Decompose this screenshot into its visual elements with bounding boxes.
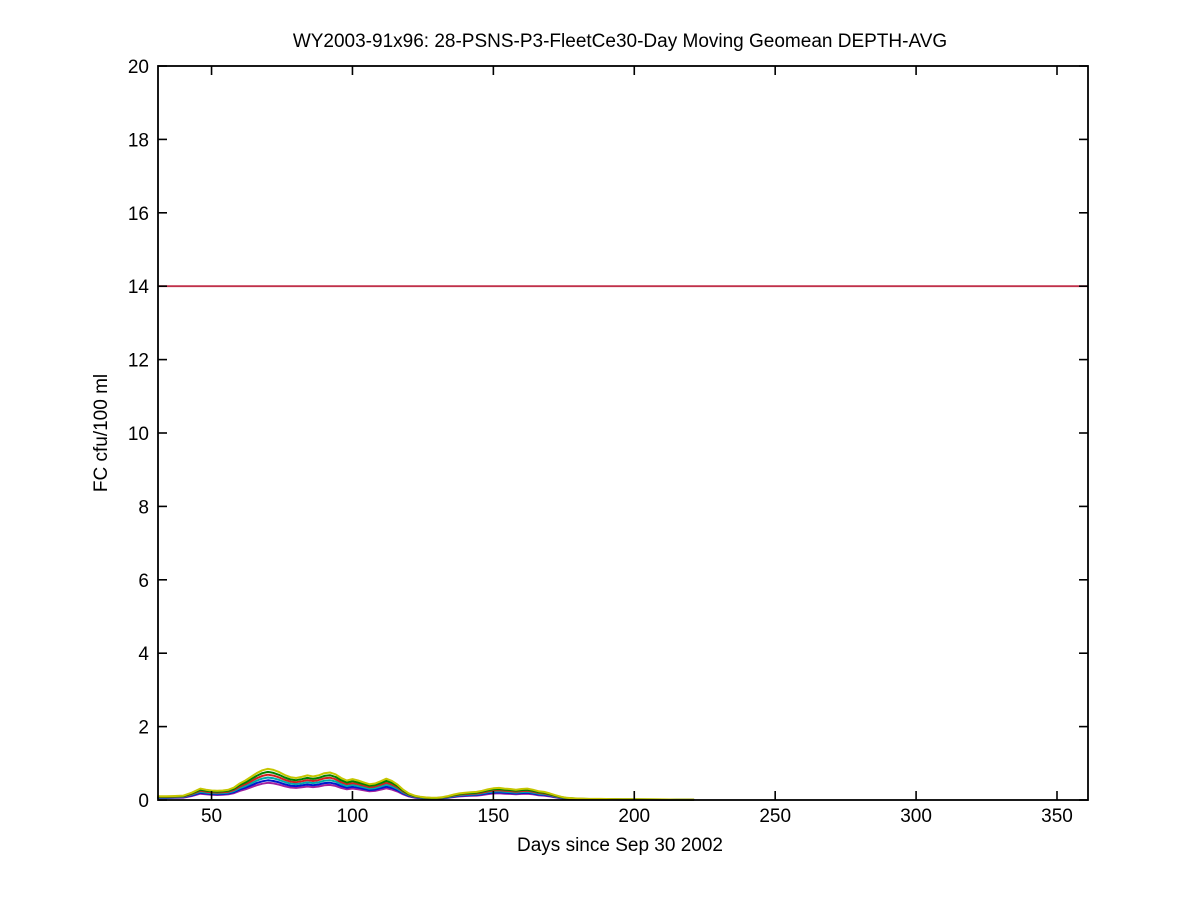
y-tick-label: 14 xyxy=(128,277,150,298)
y-tick-label: 0 xyxy=(138,791,149,812)
y-tick-label: 18 xyxy=(128,130,149,151)
x-axis-label: Days since Sep 30 2002 xyxy=(517,835,723,856)
y-tick-label: 10 xyxy=(128,424,149,445)
x-tick-label: 200 xyxy=(618,806,650,827)
x-tick-label: 150 xyxy=(478,806,510,827)
y-tick-label: 4 xyxy=(138,644,149,665)
axes-box xyxy=(157,65,1089,801)
y-tick-label: 20 xyxy=(128,57,149,78)
plot-area: 50 100 150 200 250 300 350 0 2 4 6 8 10 12 14 16 18 20 xyxy=(128,57,1089,827)
chart-title: WY2003-91x96: 28-PSNS-P3-FleetCe30-Day M… xyxy=(293,31,947,52)
x-tick-label: 250 xyxy=(759,806,791,827)
series-2-line xyxy=(157,770,695,801)
y-axis-label: FC cfu/100 ml xyxy=(91,374,112,492)
y-tick-label: 6 xyxy=(138,571,149,592)
y-tick-label: 16 xyxy=(128,204,149,225)
y-tick-label: 8 xyxy=(138,497,149,518)
x-tick-label: 300 xyxy=(900,806,932,827)
series-4-line xyxy=(157,776,695,801)
y-tick-label: 2 xyxy=(138,718,149,739)
x-tick-label: 350 xyxy=(1041,806,1073,827)
x-tick-label: 50 xyxy=(201,806,222,827)
series-1-line xyxy=(157,767,695,801)
y-tick-label: 12 xyxy=(128,351,149,372)
x-tick-label: 100 xyxy=(337,806,369,827)
